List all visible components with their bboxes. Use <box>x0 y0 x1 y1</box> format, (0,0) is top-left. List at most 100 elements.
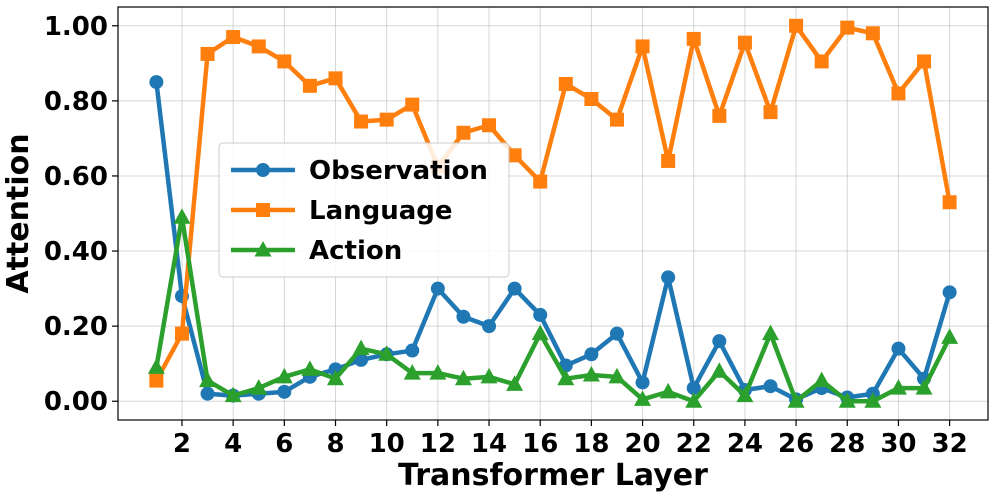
x-tick-label: 14 <box>471 429 507 459</box>
action-point <box>506 375 524 391</box>
x-tick-label: 20 <box>624 429 660 459</box>
y-tick-label: 0.20 <box>44 312 108 342</box>
observation-point <box>635 375 650 390</box>
ticks: 2 4 6 8 10 12 14 16 18 20 22 24 26 28 30 320.000.200.40… <box>44 12 968 459</box>
action-point <box>147 358 165 374</box>
observation-point <box>456 309 471 324</box>
language-point <box>302 78 317 93</box>
action-point <box>915 379 933 395</box>
observation-point <box>661 270 676 285</box>
language-point <box>942 195 957 210</box>
action-point <box>710 362 728 378</box>
action-point <box>685 392 703 408</box>
action-point <box>557 369 575 386</box>
language-point <box>354 114 369 129</box>
legend-observation-label: Observation <box>309 156 488 186</box>
language-point <box>456 125 471 140</box>
language-point <box>149 373 164 388</box>
series-layer <box>147 18 959 408</box>
action-point <box>403 364 421 380</box>
action-point <box>199 371 217 388</box>
action-point <box>378 345 396 361</box>
x-tick-label: 32 <box>932 429 968 459</box>
x-tick-label: 28 <box>829 429 865 459</box>
language-point <box>840 20 855 35</box>
legend-language-label: Language <box>309 196 453 226</box>
y-tick-label: 1.00 <box>44 12 108 42</box>
language-point <box>814 54 829 69</box>
action-point <box>634 390 652 406</box>
language-point <box>661 153 676 168</box>
x-tick-label: 22 <box>676 429 712 459</box>
language-point <box>482 118 497 133</box>
action-point <box>582 365 600 382</box>
plot-frame <box>117 6 989 421</box>
x-tick-label: 10 <box>369 429 405 459</box>
legend-box <box>218 142 510 278</box>
language-point <box>328 71 343 86</box>
language-point <box>379 112 394 127</box>
language-point <box>277 54 292 69</box>
language-point <box>200 46 215 61</box>
language-point <box>789 18 804 33</box>
x-tick-label: 24 <box>727 429 763 459</box>
action-point <box>250 379 268 395</box>
language-point <box>405 97 420 112</box>
legend-observation-marker <box>256 163 270 177</box>
action-point <box>608 367 626 384</box>
action-point <box>352 339 370 356</box>
x-tick-label: 12 <box>420 429 456 459</box>
x-tick-label: 30 <box>880 429 916 459</box>
observation-point <box>149 75 164 90</box>
language-point <box>609 112 624 127</box>
legend-action-label: Action <box>309 236 402 266</box>
language-point <box>917 54 932 69</box>
x-tick-label: 4 <box>224 429 242 459</box>
action-series <box>147 208 959 408</box>
observation-point <box>891 341 906 356</box>
observation-point <box>430 281 445 296</box>
y-axis-label: Attention <box>1 133 36 293</box>
observation-point <box>533 307 548 322</box>
observation-point <box>609 326 624 341</box>
x-tick-label: 18 <box>573 429 609 459</box>
x-tick-label: 26 <box>778 429 814 459</box>
language-point <box>226 30 241 45</box>
y-tick-label: 0.80 <box>44 87 108 117</box>
action-point <box>736 386 754 403</box>
language-point <box>686 31 701 46</box>
language-point <box>507 148 522 163</box>
action-point <box>531 324 549 341</box>
action-point <box>889 379 907 395</box>
observation-point <box>482 319 497 334</box>
observation-point <box>584 347 599 362</box>
language-point <box>865 26 880 41</box>
observation-point <box>712 334 727 349</box>
legend: Observation Language Action <box>218 142 510 278</box>
action-point <box>454 369 472 386</box>
action-point <box>787 392 805 408</box>
observation-point <box>354 352 369 367</box>
observation-point <box>686 381 701 396</box>
y-tick-label: 0.60 <box>44 162 108 192</box>
y-tick-label: 0.40 <box>44 237 108 267</box>
action-point <box>327 369 344 386</box>
action-point <box>659 382 677 399</box>
observation-point <box>277 384 292 399</box>
legend-action-marker <box>254 241 272 257</box>
language-point <box>251 39 266 54</box>
action-point <box>762 324 779 341</box>
language-point <box>584 91 599 106</box>
observation-point <box>405 343 420 358</box>
y-tick-label: 0.00 <box>44 387 108 417</box>
observation-point <box>763 379 778 394</box>
language-point <box>174 326 189 341</box>
legend-language-marker <box>256 203 270 217</box>
x-tick-label: 16 <box>522 429 558 459</box>
language-point <box>558 76 573 91</box>
language-point <box>737 35 752 50</box>
action-point <box>864 392 882 408</box>
observation-point <box>942 285 957 300</box>
language-point <box>891 86 906 101</box>
